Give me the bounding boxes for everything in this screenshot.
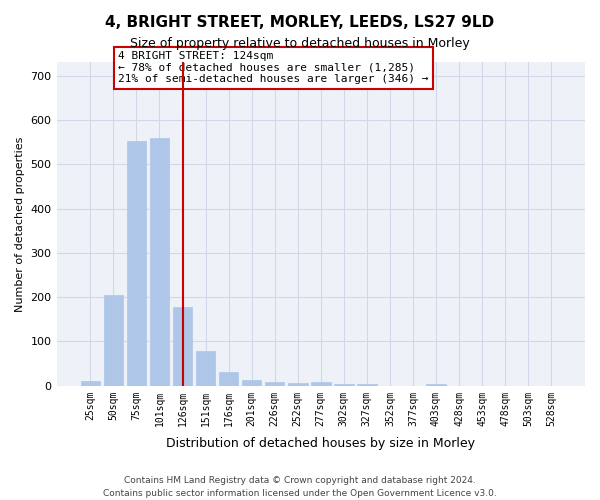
Y-axis label: Number of detached properties: Number of detached properties	[15, 136, 25, 312]
Bar	[426, 384, 446, 386]
Text: 4, BRIGHT STREET, MORLEY, LEEDS, LS27 9LD: 4, BRIGHT STREET, MORLEY, LEEDS, LS27 9L…	[106, 15, 494, 30]
X-axis label: Distribution of detached houses by size in Morley: Distribution of detached houses by size …	[166, 437, 475, 450]
Text: 4 BRIGHT STREET: 124sqm
← 78% of detached houses are smaller (1,285)
21% of semi: 4 BRIGHT STREET: 124sqm ← 78% of detache…	[118, 51, 428, 84]
Bar	[265, 382, 284, 386]
Bar	[219, 372, 238, 386]
Bar	[80, 381, 100, 386]
Bar	[311, 382, 331, 386]
Text: Size of property relative to detached houses in Morley: Size of property relative to detached ho…	[130, 38, 470, 51]
Bar	[127, 142, 146, 386]
Bar	[242, 380, 262, 386]
Text: Contains HM Land Registry data © Crown copyright and database right 2024.: Contains HM Land Registry data © Crown c…	[124, 476, 476, 485]
Bar	[173, 307, 193, 386]
Bar	[149, 138, 169, 386]
Bar	[196, 351, 215, 386]
Bar	[288, 383, 308, 386]
Bar	[334, 384, 353, 386]
Text: Contains public sector information licensed under the Open Government Licence v3: Contains public sector information licen…	[103, 488, 497, 498]
Bar	[104, 295, 123, 386]
Bar	[357, 384, 377, 386]
